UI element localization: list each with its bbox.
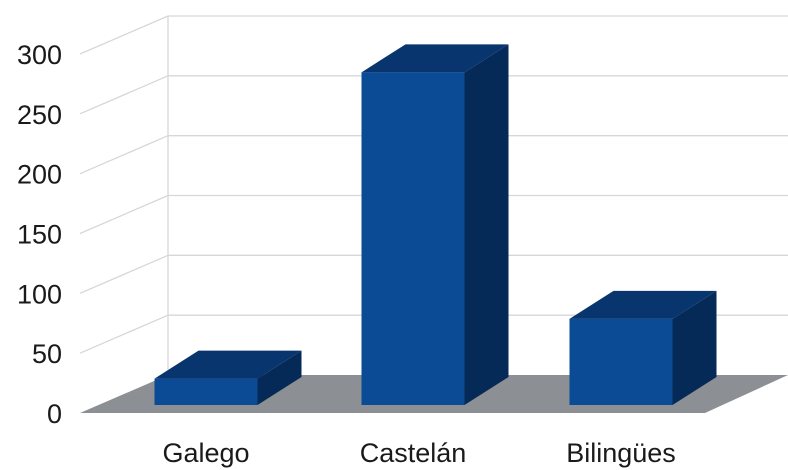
x-tick-label: Castelán (360, 438, 467, 468)
bar-galego (154, 350, 302, 405)
x-axis-ticks: Galego Castelán Bilingües (162, 438, 675, 468)
bar-front-face (361, 72, 465, 406)
bar-bilingues (569, 290, 717, 405)
y-axis-ticks: 0 50 100 150 200 250 300 (17, 40, 62, 429)
bar-side-face (672, 290, 717, 405)
y-tick-label: 300 (17, 40, 62, 70)
bars (154, 44, 717, 406)
bar-top-face (154, 350, 302, 379)
gridline-side (79, 75, 169, 115)
gridline-side (79, 254, 169, 294)
bar-side-face (257, 350, 302, 405)
bar-front-face (569, 318, 673, 405)
y-tick-label: 100 (17, 279, 62, 309)
gridline-side (79, 135, 169, 175)
bar-top-face (569, 290, 717, 319)
x-tick-label: Galego (162, 438, 249, 468)
bar-castelan (361, 44, 509, 406)
x-tick-label: Bilingües (566, 438, 676, 468)
bar-side-face (464, 44, 509, 406)
y-tick-label: 50 (32, 339, 62, 369)
gridline-side (79, 15, 169, 55)
y-tick-label: 0 (47, 399, 62, 429)
y-tick-label: 150 (17, 220, 62, 250)
bar-top-face (361, 44, 509, 73)
bar-front-face (154, 378, 258, 405)
y-tick-label: 250 (17, 100, 62, 130)
y-tick-label: 200 (17, 160, 62, 190)
gridline-side (79, 194, 169, 235)
gridline-side (79, 314, 169, 354)
